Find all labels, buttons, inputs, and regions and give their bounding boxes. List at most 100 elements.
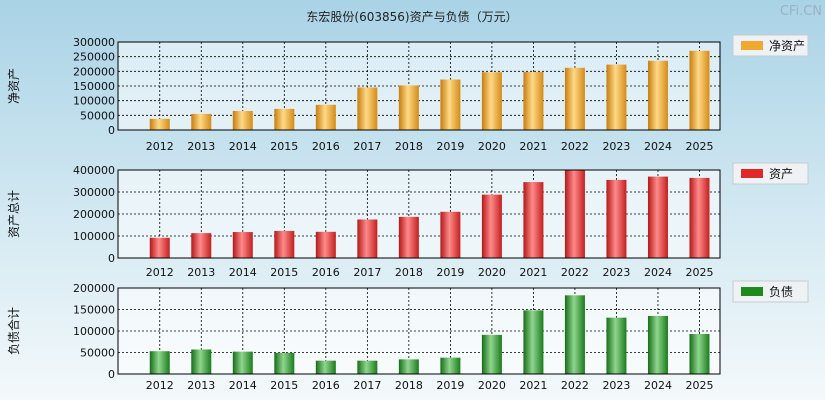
bar-2022 [564,170,585,258]
bar-2021 [523,71,544,130]
legend-swatch [741,41,763,50]
y-tick-label: 200000 [73,282,115,295]
plot-border [117,41,721,131]
bar-2022 [564,295,585,374]
bar-2018 [398,85,419,130]
legend-label: 负债 [769,285,793,299]
legend-box [732,162,809,185]
bar-2024 [647,315,668,374]
x-tick-label: 2019 [436,140,464,153]
bar-2020 [481,334,502,374]
x-tick-label: 2018 [395,379,423,392]
bar-2019 [440,79,461,130]
x-tick-label: 2025 [685,379,713,392]
x-tick-label: 2014 [229,266,257,279]
bar-2014 [232,232,253,258]
bar-2017 [357,219,378,258]
y-tick-label: 50000 [80,347,115,360]
y-axis-label: 净资产 [7,68,21,104]
x-tick-label: 2024 [644,266,672,279]
y-tick-label: 50000 [80,109,115,122]
bar-2024 [647,176,668,258]
x-tick-label: 2015 [270,379,298,392]
x-tick-label: 2015 [270,266,298,279]
x-tick-label: 2023 [602,266,630,279]
x-tick-label: 2025 [685,266,713,279]
y-tick-label: 100000 [73,230,115,243]
bar-2012 [149,118,170,130]
x-tick-label: 2013 [187,266,215,279]
bar-2018 [398,359,419,374]
x-tick-label: 2019 [436,379,464,392]
x-tick-label: 2017 [353,379,381,392]
bar-2025 [689,177,710,258]
legend-box [732,34,809,57]
bar-2020 [481,194,502,258]
legend-swatch [741,287,763,296]
x-tick-label: 2021 [519,266,547,279]
legend-label: 净资产 [769,39,805,53]
x-tick-label: 2021 [519,140,547,153]
x-tick-label: 2025 [685,140,713,153]
bar-2019 [440,211,461,258]
x-tick-label: 2016 [312,379,340,392]
y-tick-label: 150000 [73,80,115,93]
bar-2021 [523,182,544,258]
bar-2015 [274,108,295,130]
brand-watermark: CFi.CN [780,4,822,19]
bar-2017 [357,360,378,374]
y-tick-label: 300000 [73,36,115,49]
x-tick-label: 2015 [270,140,298,153]
y-tick-label: 200000 [73,65,115,78]
legend-label: 资产 [769,167,793,181]
x-tick-label: 2019 [436,266,464,279]
bar-2016 [315,104,336,130]
x-tick-label: 2024 [644,379,672,392]
y-axis-label: 资产总计 [7,190,21,238]
bar-2024 [647,60,668,131]
y-tick-label: 400000 [73,164,115,177]
x-tick-label: 2012 [146,266,174,279]
y-tick-label: 150000 [73,304,115,317]
x-tick-label: 2023 [602,140,630,153]
x-tick-label: 2022 [561,140,589,153]
x-tick-label: 2013 [187,379,215,392]
bar-2022 [564,67,585,130]
panel-3: 200000 150000 100000 50000 0 2012 2013 2014 2015… [6,280,809,392]
bar-2025 [689,50,710,130]
y-tick-label: 100000 [73,95,115,108]
x-tick-label: 2018 [395,266,423,279]
x-tick-label: 2020 [478,140,506,153]
bar-2013 [191,113,212,130]
y-tick-label: 0 [108,368,115,381]
x-tick-label: 2012 [146,379,174,392]
legend-swatch [741,169,763,178]
y-tick-label: 250000 [73,51,115,64]
y-tick-label: 200000 [73,208,115,221]
panel-2: 400000 300000 200000 100000 0 2012 2013 2014 201… [7,162,809,279]
bar-2015 [274,352,295,374]
y-axis-label: 负债合计 [6,307,21,355]
bar-2023 [606,179,627,258]
plot-border [117,287,721,375]
x-tick-label: 2021 [519,379,547,392]
x-tick-label: 2023 [602,379,630,392]
plot-border [117,169,721,259]
y-tick-label: 100000 [73,325,115,338]
bar-2013 [191,349,212,374]
bar-2017 [357,87,378,130]
bar-2016 [315,231,336,258]
bar-2013 [191,233,212,258]
bar-2016 [315,360,336,374]
x-tick-label: 2022 [561,266,589,279]
y-tick-label: 0 [108,124,115,137]
chart-title: 东宏股份(603856)资产与负债（万元） [306,9,517,24]
x-tick-label: 2014 [229,140,257,153]
x-tick-label: 2012 [146,140,174,153]
bar-2019 [440,357,461,374]
x-tick-label: 2020 [478,379,506,392]
legend-box [732,280,809,303]
bar-2023 [606,64,627,130]
